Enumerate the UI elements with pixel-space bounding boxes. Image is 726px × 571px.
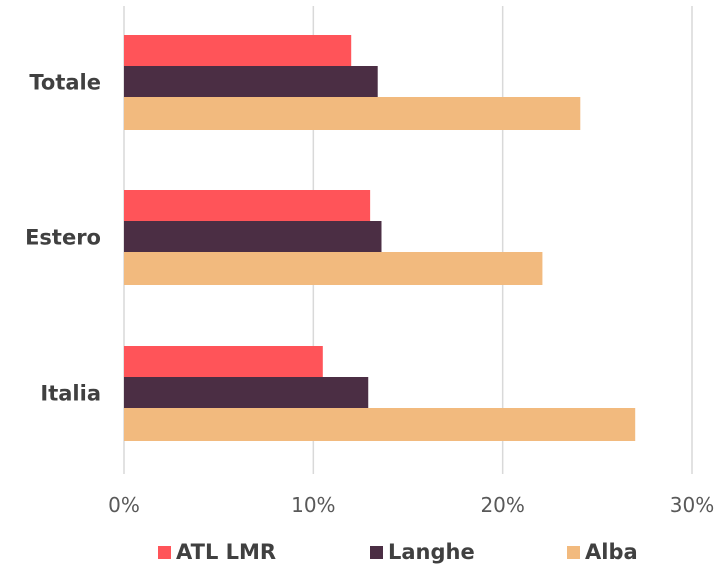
legend-swatch	[370, 545, 383, 559]
bar-langhe-totale	[124, 66, 378, 97]
bar-atl-lmr-totale	[124, 35, 352, 66]
bar-alba-italia	[124, 408, 636, 441]
legend-item-langhe: Langhe	[370, 540, 475, 564]
legend: ATL LMR Langhe Alba	[0, 540, 726, 570]
bar-langhe-estero	[124, 221, 382, 252]
legend-swatch	[158, 545, 171, 559]
legend-label: Langhe	[388, 540, 475, 564]
legend-label: Alba	[585, 540, 638, 564]
bar-chart: Totale Estero Italia 0% 10% 20% 30%	[25, 6, 714, 517]
x-tick-label: 10%	[291, 493, 335, 517]
legend-item-alba: Alba	[567, 540, 638, 564]
x-tick-labels: 0% 10% 20% 30%	[108, 493, 714, 517]
bars	[124, 35, 636, 441]
legend-label: ATL LMR	[176, 540, 277, 564]
category-label-italia: Italia	[40, 382, 101, 406]
x-tick-label: 30%	[670, 493, 714, 517]
x-tick-label: 0%	[108, 493, 140, 517]
bar-alba-estero	[124, 252, 543, 285]
legend-item-atl-lmr: ATL LMR	[158, 540, 276, 564]
bar-atl-lmr-italia	[124, 346, 323, 377]
category-labels: Totale Estero Italia	[25, 71, 101, 406]
legend-swatch	[567, 545, 580, 559]
bar-atl-lmr-estero	[124, 190, 371, 221]
x-tick-label: 20%	[480, 493, 524, 517]
bar-langhe-italia	[124, 377, 369, 408]
category-label-estero: Estero	[25, 226, 101, 250]
bar-alba-totale	[124, 97, 581, 130]
category-label-totale: Totale	[29, 71, 101, 95]
